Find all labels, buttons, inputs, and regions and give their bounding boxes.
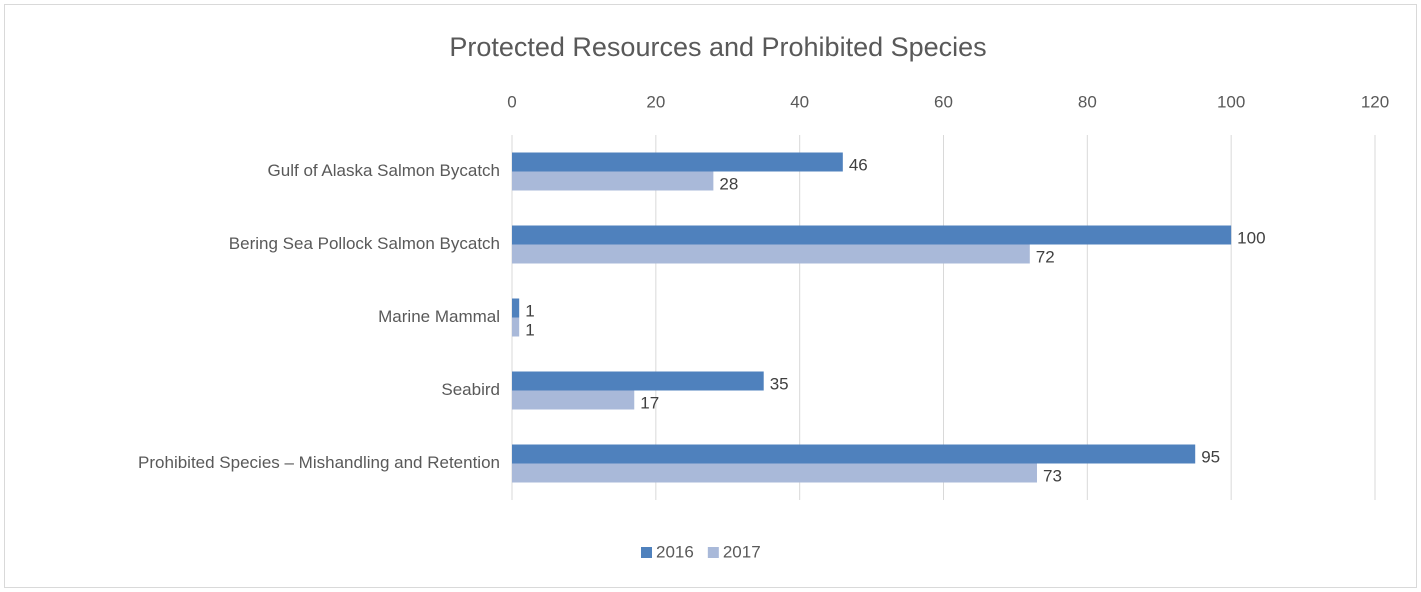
data-label: 46: [849, 155, 868, 174]
bar: [512, 317, 520, 337]
data-label: 28: [719, 174, 738, 193]
bar: [512, 244, 1030, 264]
bar: [512, 298, 520, 318]
bar: [512, 371, 764, 391]
bar: [512, 171, 714, 191]
x-tick-label: 60: [934, 92, 953, 111]
bar: [512, 390, 635, 410]
legend-label: 2016: [656, 542, 694, 561]
y-tick-label: Seabird: [441, 380, 500, 399]
data-label: 1: [525, 301, 534, 320]
bar: [512, 225, 1232, 245]
x-tick-label: 100: [1217, 92, 1245, 111]
data-label: 100: [1237, 228, 1265, 247]
y-tick-label: Prohibited Species – Mishandling and Ret…: [138, 453, 500, 472]
bar: [512, 444, 1196, 464]
legend-swatch: [641, 547, 652, 558]
data-label: 17: [640, 393, 659, 412]
data-label: 72: [1036, 247, 1055, 266]
x-tick-label: 0: [507, 92, 516, 111]
data-label: 1: [525, 320, 534, 339]
x-tick-label: 20: [646, 92, 665, 111]
data-label: 95: [1201, 447, 1220, 466]
x-tick-label: 80: [1078, 92, 1097, 111]
data-label: 73: [1043, 466, 1062, 485]
bar: [512, 463, 1037, 483]
y-tick-label: Bering Sea Pollock Salmon Bycatch: [229, 234, 500, 253]
x-tick-label: 120: [1361, 92, 1389, 111]
legend-label: 2017: [723, 542, 761, 561]
legend-swatch: [707, 547, 719, 558]
y-tick-label: Gulf of Alaska Salmon Bycatch: [268, 161, 500, 180]
y-tick-label: Marine Mammal: [378, 307, 500, 326]
chart-title: Protected Resources and Prohibited Speci…: [449, 32, 986, 62]
x-tick-label: 40: [790, 92, 809, 111]
chart-border: [4, 4, 1417, 588]
bar: [512, 152, 843, 172]
data-label: 35: [770, 374, 789, 393]
